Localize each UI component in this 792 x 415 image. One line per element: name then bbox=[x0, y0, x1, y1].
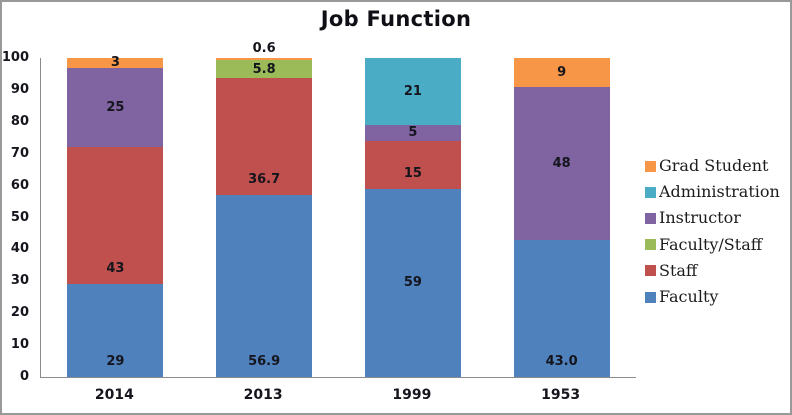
bar-segment-staff bbox=[216, 78, 313, 196]
bar-value-label: 5 bbox=[408, 125, 418, 141]
y-tick-label: 60 bbox=[10, 177, 29, 193]
bar-value-label: 43 bbox=[106, 261, 125, 277]
legend-swatch-faculty-staff bbox=[645, 239, 656, 251]
bar-segment-faculty bbox=[67, 284, 164, 377]
bar-segment-administration bbox=[364, 58, 461, 125]
bar-value-label: 43.0 bbox=[545, 354, 578, 369]
y-tick-label: 30 bbox=[10, 273, 29, 289]
legend-swatch-faculty bbox=[645, 291, 656, 303]
bar-value-label: 9 bbox=[557, 64, 567, 80]
bar-value-label: 5.8 bbox=[252, 61, 276, 77]
y-tick-label: 100 bbox=[1, 50, 29, 65]
y-tick-label: 10 bbox=[10, 337, 29, 353]
legend-label: Administration bbox=[659, 182, 780, 202]
y-tick-label: 20 bbox=[10, 305, 29, 321]
bar-value-label: 59 bbox=[403, 275, 422, 291]
bar-segment-instructor bbox=[513, 86, 610, 240]
bar-segment-grad-student bbox=[216, 58, 313, 60]
y-tick-label: 50 bbox=[10, 209, 29, 225]
x-category-label: 2014 bbox=[94, 387, 134, 403]
bar-segment-grad-student bbox=[67, 58, 164, 68]
bar-value-label: 48 bbox=[552, 155, 571, 171]
bar-segment-staff bbox=[67, 147, 164, 285]
legend-swatch-administration bbox=[645, 186, 656, 198]
bar-value-label: 36.7 bbox=[248, 172, 281, 188]
legend-item-staff: Staff bbox=[645, 258, 697, 284]
legend-label: Grad Student bbox=[659, 156, 769, 175]
legend-swatch-grad-student bbox=[645, 160, 656, 172]
legend-label: Faculty bbox=[659, 287, 719, 306]
chart-title: Job Function bbox=[320, 7, 472, 31]
bar-value-label: 56.9 bbox=[248, 354, 281, 369]
plot-area: 29 43 25 3 56.9 36.7 5.8 0.6 59 15 5 21 43.0 48 9 bbox=[40, 41, 636, 378]
legend-item-faculty-staff: Faculty/Staff bbox=[645, 232, 762, 258]
bar-value-label: 3 bbox=[110, 55, 120, 71]
legend-label: Staff bbox=[659, 260, 698, 280]
x-category-label: 1953 bbox=[541, 387, 581, 403]
legend-label: Faculty/Staff bbox=[659, 234, 763, 254]
y-tick-label: 70 bbox=[10, 145, 29, 161]
bar-segment-faculty-staff bbox=[216, 59, 313, 79]
legend-swatch-instructor bbox=[645, 212, 656, 224]
bar-value-label: 15 bbox=[403, 165, 422, 181]
x-category-label: 1999 bbox=[392, 387, 432, 403]
bar-segment-staff bbox=[364, 140, 461, 189]
bar-segment-faculty bbox=[513, 239, 610, 377]
bar-value-label: 21 bbox=[403, 83, 422, 99]
bar-value-label: 29 bbox=[106, 354, 125, 369]
legend-label: Instructor bbox=[659, 208, 741, 228]
legend-item-administration: Administration bbox=[645, 179, 780, 205]
bar-segment-instructor bbox=[67, 67, 164, 148]
bar-segment-faculty bbox=[216, 195, 313, 377]
y-tick-label: 0 bbox=[19, 369, 29, 384]
legend-swatch-staff bbox=[645, 265, 656, 277]
bar-value-label: 0.6 bbox=[252, 41, 276, 56]
bar-segment-instructor bbox=[364, 124, 461, 141]
y-tick-label: 80 bbox=[10, 113, 29, 129]
y-tick-label: 40 bbox=[10, 241, 29, 257]
x-category-label: 2013 bbox=[243, 387, 283, 403]
bar-value-label: 25 bbox=[106, 99, 125, 115]
legend-item-grad-student: Grad Student bbox=[645, 153, 768, 179]
bar-segment-faculty bbox=[364, 188, 461, 377]
legend-item-instructor: Instructor bbox=[645, 205, 741, 231]
legend-item-faculty: Faculty bbox=[645, 284, 718, 310]
y-tick-label: 90 bbox=[10, 81, 29, 97]
bar-segment-grad-student bbox=[513, 58, 610, 87]
